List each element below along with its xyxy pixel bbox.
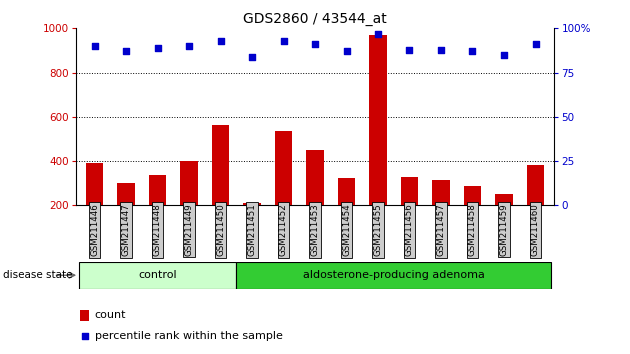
Text: count: count bbox=[94, 310, 126, 320]
Point bbox=[341, 48, 352, 54]
Bar bbox=[464, 186, 481, 250]
Bar bbox=[117, 183, 135, 250]
Text: GSM211447: GSM211447 bbox=[122, 204, 130, 256]
Text: GSM211453: GSM211453 bbox=[311, 204, 319, 256]
Bar bbox=[306, 150, 324, 250]
Bar bbox=[369, 35, 387, 250]
Text: GSM211451: GSM211451 bbox=[248, 204, 256, 256]
Bar bbox=[243, 203, 261, 250]
Bar bbox=[212, 125, 229, 250]
Text: percentile rank within the sample: percentile rank within the sample bbox=[94, 331, 283, 341]
Point bbox=[310, 41, 320, 47]
Bar bbox=[81, 310, 89, 321]
Text: GSM211448: GSM211448 bbox=[153, 204, 162, 256]
Title: GDS2860 / 43544_at: GDS2860 / 43544_at bbox=[243, 12, 387, 26]
Bar bbox=[275, 131, 292, 250]
Bar bbox=[180, 161, 198, 250]
Bar bbox=[401, 177, 418, 250]
Point bbox=[215, 38, 226, 44]
Text: GSM211450: GSM211450 bbox=[216, 204, 225, 256]
Point bbox=[121, 48, 131, 54]
Point bbox=[247, 54, 257, 59]
Bar bbox=[338, 178, 355, 250]
Text: GSM211454: GSM211454 bbox=[342, 204, 351, 256]
Bar bbox=[79, 262, 236, 289]
Text: GSM211446: GSM211446 bbox=[90, 204, 99, 256]
Point bbox=[436, 47, 446, 52]
Point bbox=[79, 333, 89, 338]
Text: GSM211452: GSM211452 bbox=[279, 204, 288, 256]
Bar bbox=[527, 166, 544, 250]
Point bbox=[467, 48, 478, 54]
Bar bbox=[149, 176, 166, 250]
Text: GSM211458: GSM211458 bbox=[468, 204, 477, 256]
Text: control: control bbox=[138, 270, 177, 280]
Point bbox=[530, 41, 541, 47]
Point bbox=[184, 43, 194, 49]
Point bbox=[373, 31, 383, 36]
Text: disease state: disease state bbox=[3, 270, 72, 280]
Bar bbox=[236, 262, 551, 289]
Point bbox=[404, 47, 415, 52]
Point bbox=[152, 45, 163, 51]
Bar bbox=[495, 194, 513, 250]
Text: GSM211460: GSM211460 bbox=[531, 204, 540, 256]
Point bbox=[278, 38, 289, 44]
Text: aldosterone-producing adenoma: aldosterone-producing adenoma bbox=[303, 270, 484, 280]
Text: GSM211457: GSM211457 bbox=[437, 204, 445, 256]
Text: GSM211459: GSM211459 bbox=[500, 204, 508, 256]
Point bbox=[89, 43, 100, 49]
Bar bbox=[432, 180, 450, 250]
Point bbox=[499, 52, 509, 58]
Text: GSM211449: GSM211449 bbox=[185, 204, 193, 256]
Bar bbox=[86, 163, 103, 250]
Text: GSM211456: GSM211456 bbox=[405, 204, 414, 256]
Text: GSM211455: GSM211455 bbox=[374, 204, 382, 256]
